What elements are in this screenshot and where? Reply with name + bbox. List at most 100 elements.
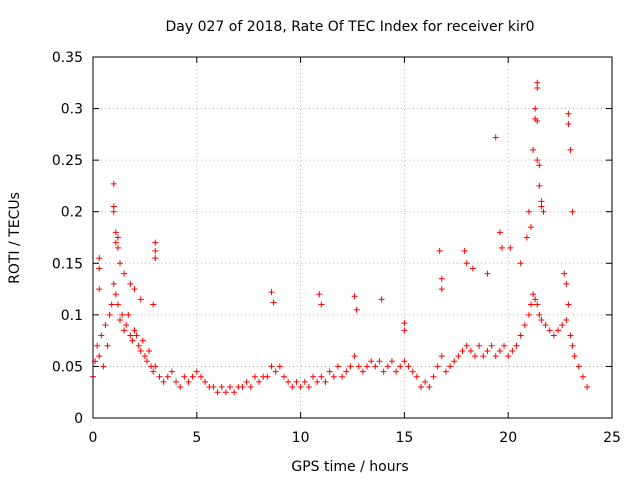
data-point — [160, 378, 167, 385]
data-point — [121, 270, 128, 277]
data-point — [318, 373, 325, 380]
data-point — [214, 389, 221, 396]
data-point — [131, 286, 138, 293]
data-point — [164, 373, 171, 380]
data-point — [436, 247, 443, 254]
data-point — [110, 208, 117, 215]
data-point — [102, 322, 109, 329]
x-tick-label: 10 — [292, 430, 310, 446]
data-point — [150, 301, 157, 308]
data-point — [268, 363, 275, 370]
data-point — [104, 342, 111, 349]
data-point — [575, 363, 582, 370]
data-point — [538, 317, 545, 324]
data-point — [301, 378, 308, 385]
data-point — [565, 110, 572, 117]
data-point — [467, 347, 474, 354]
data-point — [376, 358, 383, 365]
data-points — [90, 79, 591, 396]
data-point — [280, 373, 287, 380]
data-point — [455, 353, 462, 360]
data-point — [538, 198, 545, 205]
data-point — [563, 280, 570, 287]
x-axis-label: GPS time / hours — [291, 459, 408, 475]
data-point — [326, 368, 333, 375]
data-point — [173, 378, 180, 385]
data-point — [451, 358, 458, 365]
data-point — [559, 322, 566, 329]
data-point — [112, 291, 119, 298]
data-point — [469, 265, 476, 272]
data-point — [401, 320, 408, 327]
data-point — [438, 275, 445, 282]
data-point — [413, 373, 420, 380]
x-tick-label: 15 — [395, 430, 413, 446]
data-point — [532, 105, 539, 112]
data-point — [156, 373, 163, 380]
data-point — [202, 378, 209, 385]
data-point — [96, 353, 103, 360]
data-point — [542, 322, 549, 329]
data-point — [131, 327, 138, 334]
data-point — [123, 322, 130, 329]
data-point — [355, 363, 362, 370]
data-point — [528, 224, 535, 231]
data-point — [100, 363, 107, 370]
data-point — [347, 363, 354, 370]
data-point — [528, 301, 535, 308]
data-point — [218, 384, 225, 391]
data-point — [133, 332, 140, 339]
data-point — [496, 229, 503, 236]
data-point — [555, 327, 562, 334]
data-point — [127, 280, 134, 287]
data-point — [114, 244, 121, 251]
data-point — [139, 337, 146, 344]
data-point — [146, 347, 153, 354]
data-point — [569, 342, 576, 349]
y-axis-label: ROTI / TECUs — [7, 192, 23, 284]
data-point — [272, 368, 279, 375]
data-point — [536, 162, 543, 169]
data-point — [359, 368, 366, 375]
data-point — [110, 203, 117, 210]
data-point — [501, 342, 508, 349]
data-point — [106, 311, 113, 318]
data-point — [384, 363, 391, 370]
data-point — [330, 373, 337, 380]
data-point — [393, 368, 400, 375]
data-point — [380, 368, 387, 375]
data-point — [498, 244, 505, 251]
data-point — [181, 373, 188, 380]
data-point — [305, 384, 312, 391]
data-point — [368, 358, 375, 365]
data-point — [129, 337, 136, 344]
data-point — [505, 353, 512, 360]
data-point — [463, 260, 470, 267]
plot-frame — [92, 56, 613, 419]
data-point — [150, 368, 157, 375]
data-point — [569, 208, 576, 215]
x-tick-label: 5 — [192, 430, 201, 446]
data-point — [116, 317, 123, 324]
data-point — [372, 363, 379, 370]
data-point — [550, 332, 557, 339]
y-tick-label: 0 — [74, 411, 83, 427]
x-tick-label: 25 — [603, 430, 621, 446]
data-point — [289, 384, 296, 391]
data-point — [189, 373, 196, 380]
data-point — [193, 368, 200, 375]
x-tick-label: 0 — [89, 430, 98, 446]
data-point — [422, 378, 429, 385]
data-point — [110, 180, 117, 187]
y-tick-label: 0.3 — [61, 102, 83, 118]
data-point — [112, 239, 119, 246]
data-point — [461, 247, 468, 254]
data-point — [152, 363, 159, 370]
data-point — [521, 322, 528, 329]
data-point — [96, 265, 103, 272]
data-point — [484, 347, 491, 354]
data-point — [430, 373, 437, 380]
data-point — [525, 208, 532, 215]
data-point — [388, 358, 395, 365]
